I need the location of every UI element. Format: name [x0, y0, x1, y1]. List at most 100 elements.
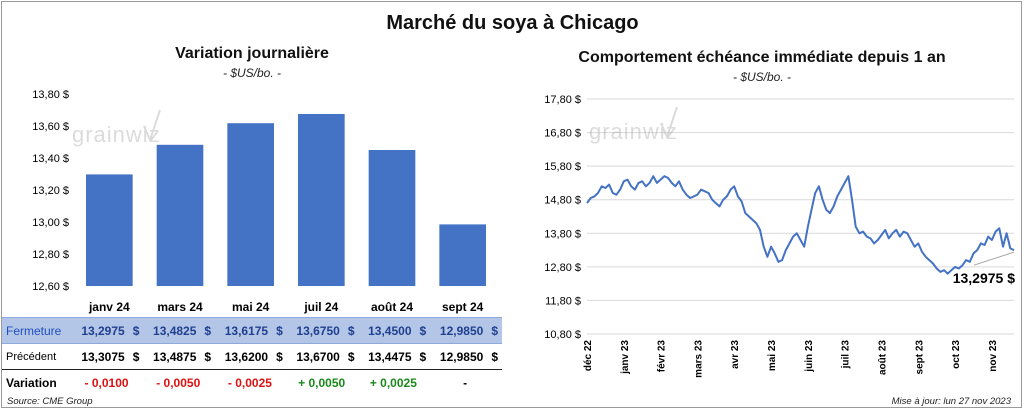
- cell-value: 13,6700: [296, 349, 340, 364]
- x-tick-label: sept 23: [914, 340, 925, 375]
- table-cell: 12,9850 $: [430, 317, 502, 344]
- cell-value: 13,4825: [153, 323, 197, 338]
- cell-unit: $: [204, 349, 212, 364]
- cell-value: - 0,0025: [227, 375, 272, 390]
- x-tick-label: janv 23: [620, 340, 631, 375]
- previous-row: Précédent 13,3075 $13,4875 $13,6200 $13,6700…: [2, 343, 502, 370]
- cell-unit: $: [204, 323, 212, 338]
- y-tick-label: 13,80 $: [32, 89, 69, 101]
- watermark-logo: grainwiz: [72, 109, 161, 147]
- table-cell: 12,9850 $: [430, 343, 502, 370]
- cell-value: 12,9850: [439, 323, 484, 338]
- x-tick-label: août 24: [371, 300, 413, 314]
- row-label: Fermeture: [2, 317, 72, 344]
- y-tick-label: 11,80 $: [545, 295, 581, 307]
- cell-value: 13,4875: [153, 349, 197, 364]
- y-tick-label: 15,80 $: [544, 161, 581, 173]
- watermark-text: grainwiz: [589, 119, 678, 144]
- variation-row: Variation - 0,0100 - 0,0050 - 0,0025 + 0,005…: [2, 370, 502, 396]
- table-cell: 13,6200 $: [215, 343, 287, 370]
- main-title: Marché du soya à Chicago: [386, 12, 639, 34]
- cell-unit: $: [276, 323, 283, 338]
- cell-unit: $: [491, 323, 498, 338]
- x-tick-label: janv 24: [88, 300, 130, 314]
- table-cell: 13,4875 $: [143, 343, 216, 370]
- price-table: Fermeture 13,2975 $13,4825 $13,6175 $13,6750…: [2, 317, 502, 396]
- watermark-text: grainwiz: [72, 122, 161, 147]
- y-tick-label: 12,80 $: [544, 262, 581, 274]
- table-cell: 13,4825 $: [143, 317, 216, 344]
- y-tick-label: 16,80 $: [544, 128, 581, 140]
- bar: [368, 150, 416, 286]
- cell-unit: $: [347, 323, 355, 338]
- watermark-logo: grainwiz: [589, 106, 678, 144]
- cell-value: + 0,0025: [369, 375, 417, 390]
- y-tick-label: 12,60 $: [32, 281, 69, 293]
- x-tick-label: oct 23: [951, 340, 962, 369]
- bar: [156, 144, 204, 286]
- cell-value: 13,6175: [224, 323, 269, 338]
- close-row: Fermeture 13,2975 $13,4825 $13,6175 $13,6750…: [2, 317, 502, 344]
- table-cell: - 0,0100: [72, 370, 144, 396]
- cell-value: -: [463, 375, 468, 390]
- row-label: Précédent: [2, 343, 72, 370]
- x-tick-label: févr 23: [657, 340, 668, 373]
- y-tick-label: 13,00 $: [32, 217, 69, 229]
- table-cell: 13,6175 $: [215, 317, 287, 344]
- bar: [439, 224, 486, 286]
- x-tick-label: juil 23: [841, 340, 852, 370]
- x-tick-label: déc 22: [583, 340, 594, 372]
- bar-chart: grainwiz 12,60 $ 12,80 $ 13,00 $ 13,20 $ 13,4…: [32, 89, 486, 314]
- cell-value: - 0,0100: [84, 375, 129, 390]
- cell-value: 13,6200: [224, 349, 269, 364]
- bar-chart-subtitle: - $US/bo. -: [222, 66, 282, 80]
- x-tick-label: mars 24: [157, 300, 203, 314]
- watermark-check-icon: [660, 106, 678, 140]
- series-line: [586, 175, 1015, 275]
- cell-unit: $: [132, 349, 140, 364]
- callout-leader: [973, 251, 1015, 266]
- bar: [298, 114, 345, 286]
- cell-value: + 0,0050: [298, 375, 346, 390]
- table-cell: + 0,0025: [359, 370, 431, 396]
- table-cell: 13,6750 $: [286, 317, 359, 344]
- cell-unit: $: [419, 323, 427, 338]
- line-chart-subtitle: - $US/bo. -: [732, 70, 792, 84]
- table-cell: 13,4475 $: [358, 343, 431, 370]
- cell-value: - 0,0050: [156, 375, 201, 390]
- y-tick-label: 12,80 $: [32, 249, 69, 261]
- table-cell: - 0,0025: [215, 370, 287, 396]
- cell-unit: $: [132, 323, 140, 338]
- y-tick-label: 13,80 $: [544, 228, 581, 240]
- x-tick-label: juil 24: [303, 300, 338, 314]
- x-tick-label: mai 23: [767, 340, 778, 372]
- x-tick-label: août 23: [877, 340, 888, 375]
- watermark-check-icon: [143, 109, 161, 143]
- cell-value: 13,3075: [81, 349, 125, 364]
- y-tick-label: 13,60 $: [32, 121, 69, 133]
- x-tick-label: mai 24: [232, 300, 270, 314]
- x-tick-label: mars 23: [693, 340, 704, 378]
- cell-value: 13,6750: [296, 323, 340, 338]
- table-cell: - 0,0050: [143, 370, 215, 396]
- table-cell: 13,4500 $: [358, 317, 431, 344]
- cell-value: 13,2975: [81, 323, 125, 338]
- bar-chart-title: Variation journalière: [175, 45, 329, 62]
- bar: [86, 174, 133, 286]
- y-tick-label: 13,40 $: [32, 153, 69, 165]
- cell-unit: $: [347, 349, 355, 364]
- line-chart: 10,80 $ 11,80 $ 12,80 $ 13,80 $ 14,80 $ 15,80…: [544, 94, 1015, 378]
- cell-value: 13,4475: [368, 349, 412, 364]
- last-value-label: 13,2975 $: [953, 270, 1015, 286]
- x-tick-label: sept 24: [442, 300, 484, 314]
- table-cell: + 0,0050: [287, 370, 359, 396]
- x-tick-label: juin 23: [804, 340, 815, 373]
- bar: [227, 123, 274, 286]
- cell-value: 13,4500: [368, 323, 412, 338]
- table-cell: -: [430, 370, 502, 396]
- line-chart-title: Comportement échéance immédiate depuis 1…: [578, 49, 946, 66]
- y-tick-label: 13,20 $: [32, 185, 69, 197]
- cell-unit: $: [491, 349, 498, 364]
- x-tick-label: avr 23: [730, 340, 741, 369]
